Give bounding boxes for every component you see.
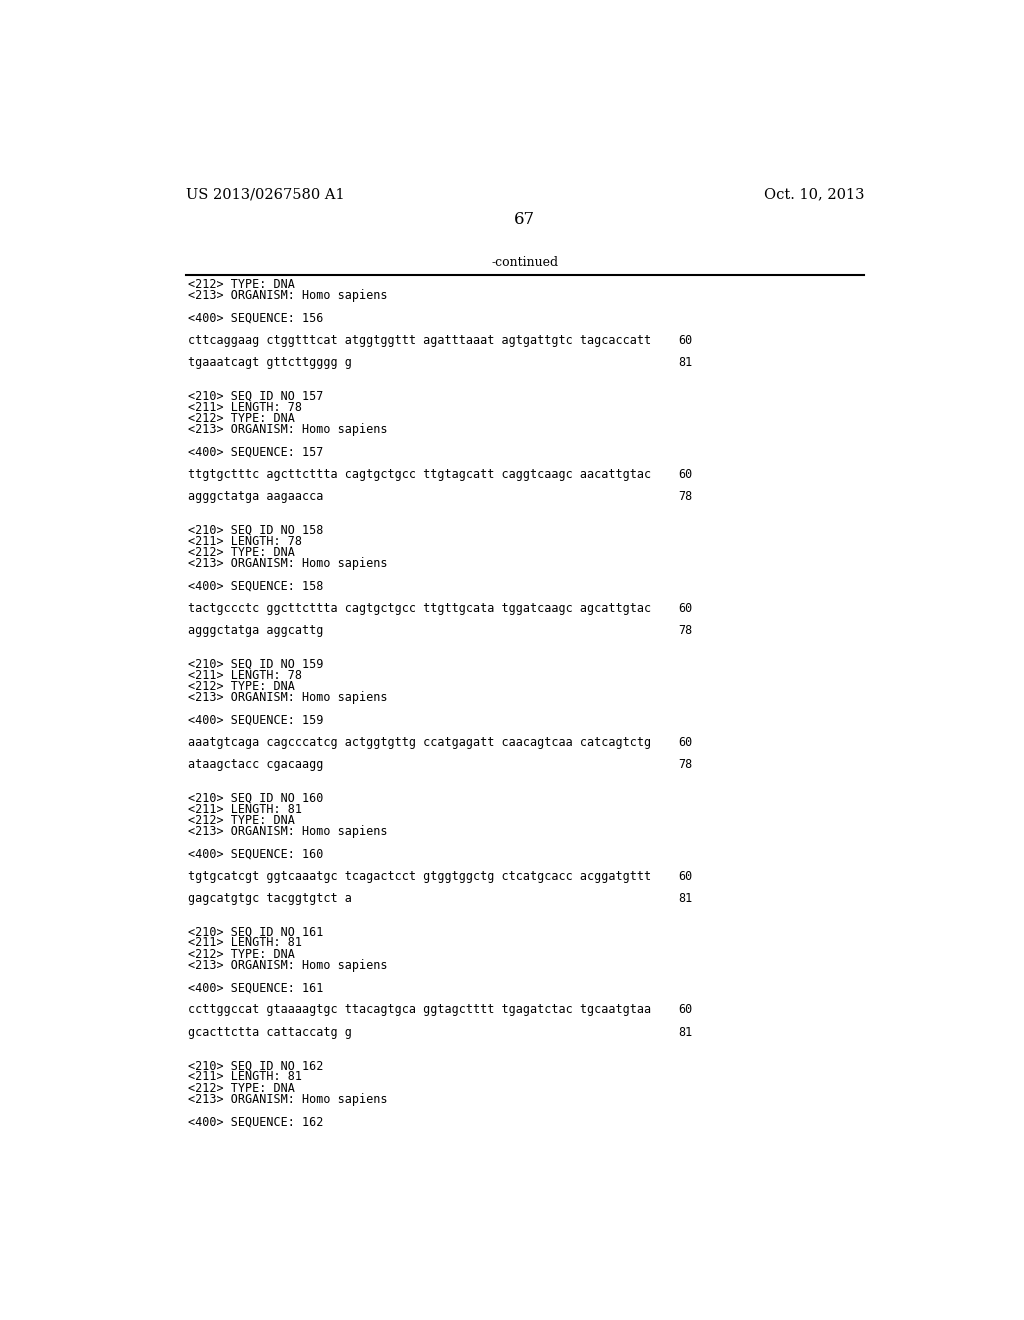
Text: <212> TYPE: DNA: <212> TYPE: DNA (188, 813, 295, 826)
Text: <400> SEQUENCE: 156: <400> SEQUENCE: 156 (188, 312, 324, 325)
Text: <212> TYPE: DNA: <212> TYPE: DNA (188, 412, 295, 425)
Text: gagcatgtgc tacggtgtct a: gagcatgtgc tacggtgtct a (188, 892, 352, 904)
Text: ttgtgctttc agcttcttta cagtgctgcc ttgtagcatt caggtcaagc aacattgtac: ttgtgctttc agcttcttta cagtgctgcc ttgtagc… (188, 467, 651, 480)
Text: <211> LENGTH: 81: <211> LENGTH: 81 (188, 936, 302, 949)
Text: <400> SEQUENCE: 157: <400> SEQUENCE: 157 (188, 445, 324, 458)
Text: <213> ORGANISM: Homo sapiens: <213> ORGANISM: Homo sapiens (188, 690, 388, 704)
Text: <210> SEQ ID NO 157: <210> SEQ ID NO 157 (188, 389, 324, 403)
Text: <213> ORGANISM: Homo sapiens: <213> ORGANISM: Homo sapiens (188, 557, 388, 570)
Text: <210> SEQ ID NO 162: <210> SEQ ID NO 162 (188, 1060, 324, 1072)
Text: 67: 67 (514, 211, 536, 228)
Text: cttcaggaag ctggtttcat atggtggttt agatttaaat agtgattgtc tagcaccatt: cttcaggaag ctggtttcat atggtggttt agattta… (188, 334, 651, 347)
Text: 78: 78 (678, 624, 692, 636)
Text: <212> TYPE: DNA: <212> TYPE: DNA (188, 680, 295, 693)
Text: <400> SEQUENCE: 162: <400> SEQUENCE: 162 (188, 1115, 324, 1129)
Text: 81: 81 (678, 356, 692, 368)
Text: <212> TYPE: DNA: <212> TYPE: DNA (188, 545, 295, 558)
Text: <400> SEQUENCE: 161: <400> SEQUENCE: 161 (188, 981, 324, 994)
Text: <213> ORGANISM: Homo sapiens: <213> ORGANISM: Homo sapiens (188, 289, 388, 302)
Text: 78: 78 (678, 490, 692, 503)
Text: <212> TYPE: DNA: <212> TYPE: DNA (188, 1081, 295, 1094)
Text: gcacttctta cattaccatg g: gcacttctta cattaccatg g (188, 1026, 352, 1039)
Text: <211> LENGTH: 81: <211> LENGTH: 81 (188, 803, 302, 816)
Text: <210> SEQ ID NO 158: <210> SEQ ID NO 158 (188, 524, 324, 536)
Text: <210> SEQ ID NO 160: <210> SEQ ID NO 160 (188, 792, 324, 804)
Text: <210> SEQ ID NO 159: <210> SEQ ID NO 159 (188, 657, 324, 671)
Text: 60: 60 (678, 870, 692, 883)
Text: <213> ORGANISM: Homo sapiens: <213> ORGANISM: Homo sapiens (188, 422, 388, 436)
Text: Oct. 10, 2013: Oct. 10, 2013 (764, 187, 864, 202)
Text: ccttggccat gtaaaagtgc ttacagtgca ggtagctttt tgagatctac tgcaatgtaa: ccttggccat gtaaaagtgc ttacagtgca ggtagct… (188, 1003, 651, 1016)
Text: agggctatga aagaacca: agggctatga aagaacca (188, 490, 324, 503)
Text: 60: 60 (678, 334, 692, 347)
Text: aaatgtcaga cagcccatcg actggtgttg ccatgagatt caacagtcaa catcagtctg: aaatgtcaga cagcccatcg actggtgttg ccatgag… (188, 735, 651, 748)
Text: tgtgcatcgt ggtcaaatgc tcagactcct gtggtggctg ctcatgcacc acggatgttt: tgtgcatcgt ggtcaaatgc tcagactcct gtggtgg… (188, 870, 651, 883)
Text: <212> TYPE: DNA: <212> TYPE: DNA (188, 948, 295, 961)
Text: 81: 81 (678, 1026, 692, 1039)
Text: <211> LENGTH: 78: <211> LENGTH: 78 (188, 400, 302, 413)
Text: 60: 60 (678, 602, 692, 615)
Text: 60: 60 (678, 467, 692, 480)
Text: <213> ORGANISM: Homo sapiens: <213> ORGANISM: Homo sapiens (188, 1093, 388, 1106)
Text: <211> LENGTH: 78: <211> LENGTH: 78 (188, 535, 302, 548)
Text: tgaaatcagt gttcttgggg g: tgaaatcagt gttcttgggg g (188, 356, 352, 368)
Text: agggctatga aggcattg: agggctatga aggcattg (188, 624, 324, 636)
Text: <213> ORGANISM: Homo sapiens: <213> ORGANISM: Homo sapiens (188, 958, 388, 972)
Text: <211> LENGTH: 81: <211> LENGTH: 81 (188, 1071, 302, 1084)
Text: 60: 60 (678, 1003, 692, 1016)
Text: ataagctacc cgacaagg: ataagctacc cgacaagg (188, 758, 324, 771)
Text: 78: 78 (678, 758, 692, 771)
Text: US 2013/0267580 A1: US 2013/0267580 A1 (186, 187, 345, 202)
Text: -continued: -continued (492, 256, 558, 269)
Text: <212> TYPE: DNA: <212> TYPE: DNA (188, 277, 295, 290)
Text: 81: 81 (678, 892, 692, 904)
Text: <210> SEQ ID NO 161: <210> SEQ ID NO 161 (188, 925, 324, 939)
Text: tactgccctc ggcttcttta cagtgctgcc ttgttgcata tggatcaagc agcattgtac: tactgccctc ggcttcttta cagtgctgcc ttgttgc… (188, 602, 651, 615)
Text: <211> LENGTH: 78: <211> LENGTH: 78 (188, 668, 302, 681)
Text: <400> SEQUENCE: 158: <400> SEQUENCE: 158 (188, 579, 324, 593)
Text: <213> ORGANISM: Homo sapiens: <213> ORGANISM: Homo sapiens (188, 825, 388, 838)
Text: <400> SEQUENCE: 160: <400> SEQUENCE: 160 (188, 847, 324, 861)
Text: <400> SEQUENCE: 159: <400> SEQUENCE: 159 (188, 713, 324, 726)
Text: 60: 60 (678, 735, 692, 748)
